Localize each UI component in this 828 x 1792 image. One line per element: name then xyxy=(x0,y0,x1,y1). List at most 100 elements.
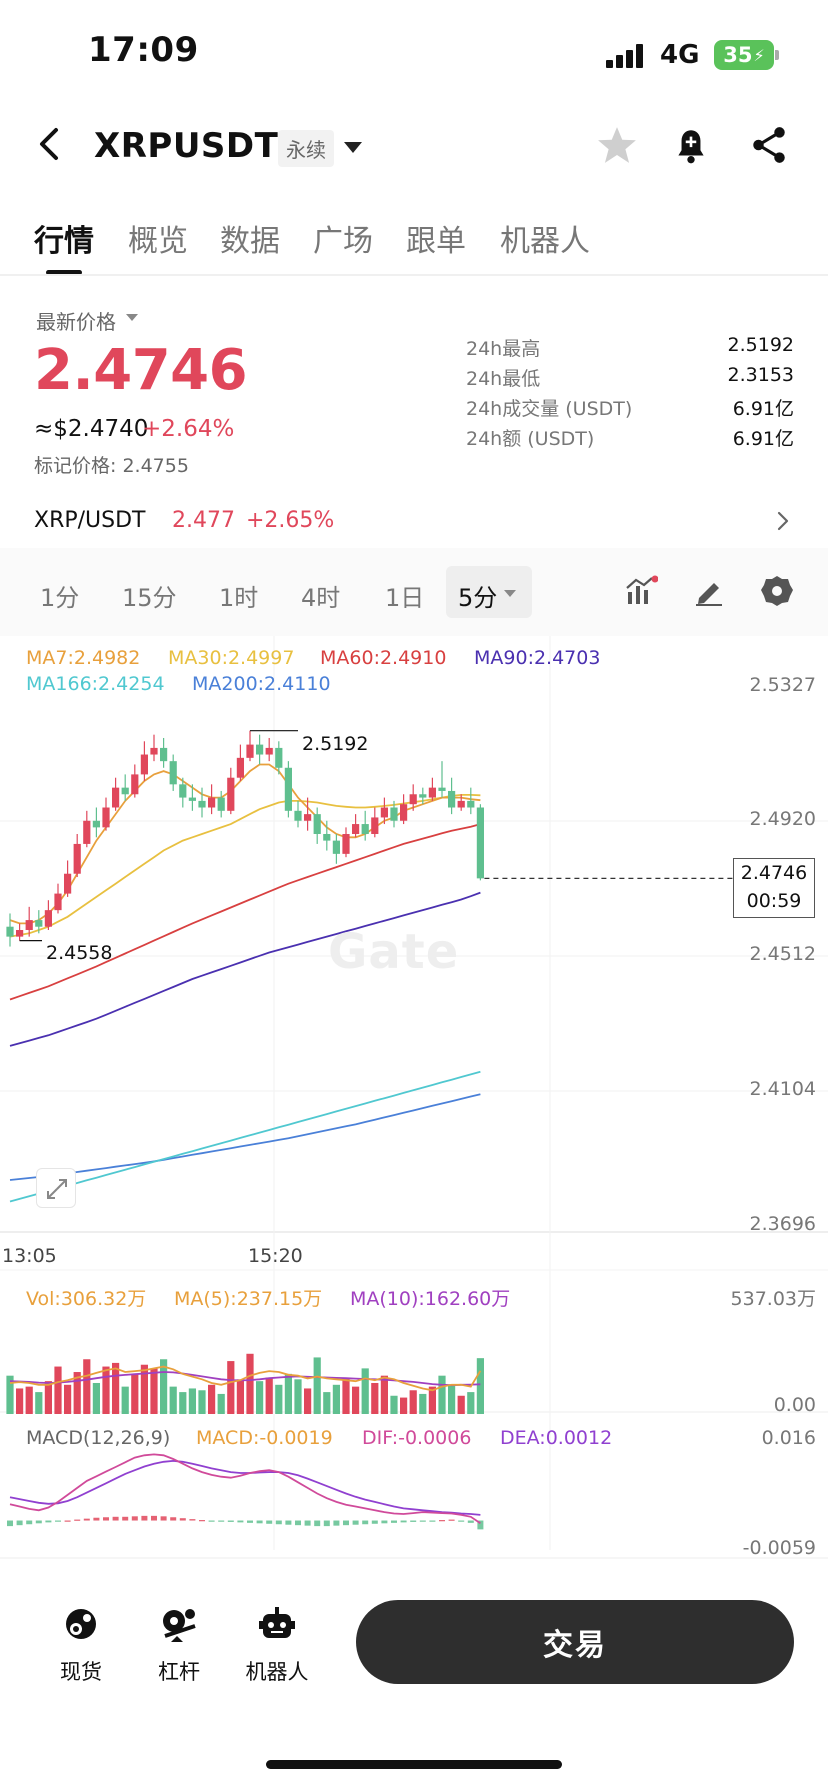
macd-histogram-bar xyxy=(439,1520,445,1522)
candle xyxy=(294,810,302,821)
price-axis-label: 2.4512 xyxy=(749,943,816,965)
legend-macd: MACD:-0.0019 xyxy=(196,1427,333,1449)
macd-histogram-bar xyxy=(467,1520,474,1523)
bell-alert-icon[interactable] xyxy=(670,124,712,166)
tab-bots[interactable]: 机器人 xyxy=(500,224,590,259)
home-indicator[interactable] xyxy=(266,1760,562,1769)
timeframe-dropdown-icon[interactable] xyxy=(504,590,516,597)
candle xyxy=(275,747,283,768)
volume-bar xyxy=(150,1368,158,1414)
macd-histogram-bar xyxy=(55,1520,61,1522)
nav-spot[interactable]: 现货 xyxy=(36,1604,126,1686)
stat-value-low: 2.3153 xyxy=(727,364,794,386)
fullscreen-button[interactable] xyxy=(36,1168,76,1208)
candle xyxy=(160,747,168,762)
back-arrow-icon[interactable] xyxy=(30,124,70,164)
candle xyxy=(208,797,216,808)
macd-histogram-bar xyxy=(64,1520,71,1522)
volume-bar xyxy=(236,1379,244,1414)
macd-histogram-bar xyxy=(477,1520,484,1530)
volume-bar xyxy=(246,1353,254,1414)
macd-histogram-bar xyxy=(410,1520,417,1522)
volume-bar xyxy=(323,1392,331,1414)
volume-bar xyxy=(169,1386,177,1414)
volume-bar xyxy=(179,1392,187,1414)
macd-axis-top: 0.016 xyxy=(761,1427,816,1449)
timeframe-15m[interactable]: 15分 xyxy=(122,584,177,612)
volume-bar xyxy=(256,1381,264,1414)
volume-bar xyxy=(438,1375,446,1414)
timeframe-1d[interactable]: 1日 xyxy=(385,584,425,612)
vol-ma5-line xyxy=(9,1365,482,1392)
spot-pair-name[interactable]: XRP/USDT xyxy=(34,508,146,533)
symbol-title[interactable]: XRPUSDT xyxy=(94,126,279,166)
macd-histogram-bar xyxy=(131,1516,138,1521)
macd-histogram-bar xyxy=(247,1520,253,1523)
candle xyxy=(380,807,388,818)
timeframe-5m[interactable]: 5分 xyxy=(458,584,498,612)
battery-tip xyxy=(775,50,779,60)
macd-histogram-bar xyxy=(458,1520,465,1522)
ma166-line xyxy=(9,1070,481,1203)
macd-histogram-bar xyxy=(7,1520,13,1527)
mark-price: 标记价格: 2.4755 xyxy=(34,455,189,477)
volume-bar xyxy=(121,1386,129,1414)
tab-divider xyxy=(0,274,828,276)
macd-histogram-bar xyxy=(419,1520,426,1522)
tab-square[interactable]: 广场 xyxy=(313,224,373,259)
volume-bar xyxy=(380,1375,388,1414)
macd-histogram-bar xyxy=(83,1518,90,1521)
macd-histogram-bar xyxy=(93,1517,100,1521)
latest-price-label[interactable]: 最新价格 xyxy=(36,310,116,334)
stat-label-volume: 24h成交量 (USDT) xyxy=(466,398,633,420)
symbol-dropdown-icon[interactable] xyxy=(344,142,362,153)
nav-margin[interactable]: 杠杆 xyxy=(134,1604,224,1686)
settings-gear-icon[interactable] xyxy=(760,574,794,608)
volume-bar xyxy=(390,1395,398,1414)
volume-bar xyxy=(54,1366,62,1414)
tab-overview[interactable]: 概览 xyxy=(128,224,188,259)
trade-button[interactable]: 交易 xyxy=(356,1600,794,1684)
candle xyxy=(112,787,120,808)
draw-pencil-icon[interactable] xyxy=(692,574,726,608)
macd-histogram-bar xyxy=(74,1519,81,1521)
volume-bar xyxy=(16,1388,24,1414)
star-icon[interactable] xyxy=(596,124,638,166)
macd-histogram-bar xyxy=(103,1517,109,1521)
nav-bot[interactable]: 机器人 xyxy=(232,1604,322,1686)
volume-bar xyxy=(112,1362,120,1414)
timeframe-5m-button[interactable] xyxy=(446,566,532,618)
volume-bar xyxy=(198,1390,206,1414)
chevron-right-icon[interactable] xyxy=(772,510,794,532)
macd-histogram-bar xyxy=(122,1516,129,1521)
macd-histogram-bar xyxy=(237,1520,244,1523)
timeframe-4h[interactable]: 4时 xyxy=(301,584,341,612)
price-change: +2.64% xyxy=(142,416,235,442)
volume-bar xyxy=(476,1358,484,1414)
indicator-icon[interactable] xyxy=(624,574,658,608)
macd-histogram-bar xyxy=(314,1520,321,1527)
macd-axis-bottom: -0.0059 xyxy=(742,1537,816,1559)
volume-bar xyxy=(352,1386,360,1414)
volume-bar xyxy=(64,1384,72,1414)
expand-icon xyxy=(47,1179,67,1199)
macd-histogram-bar xyxy=(381,1520,388,1524)
timeframe-1h[interactable]: 1时 xyxy=(219,584,259,612)
macd-histogram-bar xyxy=(160,1516,167,1521)
tab-market[interactable]: 行情 xyxy=(34,224,94,259)
candle xyxy=(438,787,446,791)
candle xyxy=(457,800,465,808)
price-axis-label: 2.4104 xyxy=(749,1078,816,1100)
share-icon[interactable] xyxy=(748,124,790,166)
timeframe-1m[interactable]: 1分 xyxy=(40,584,80,612)
tab-copy-trading[interactable]: 跟单 xyxy=(406,224,466,259)
stat-value-high: 2.5192 xyxy=(727,334,794,356)
macd-histogram-bar xyxy=(371,1520,378,1524)
latest-price-dropdown-icon[interactable] xyxy=(126,314,138,321)
gate-watermark: Gate xyxy=(328,924,460,980)
kline-chart[interactable] xyxy=(0,636,828,1582)
macd-histogram-bar xyxy=(362,1520,369,1525)
tab-data[interactable]: 数据 xyxy=(220,224,280,259)
volume-bar xyxy=(25,1386,33,1414)
volume-bar xyxy=(208,1384,216,1414)
